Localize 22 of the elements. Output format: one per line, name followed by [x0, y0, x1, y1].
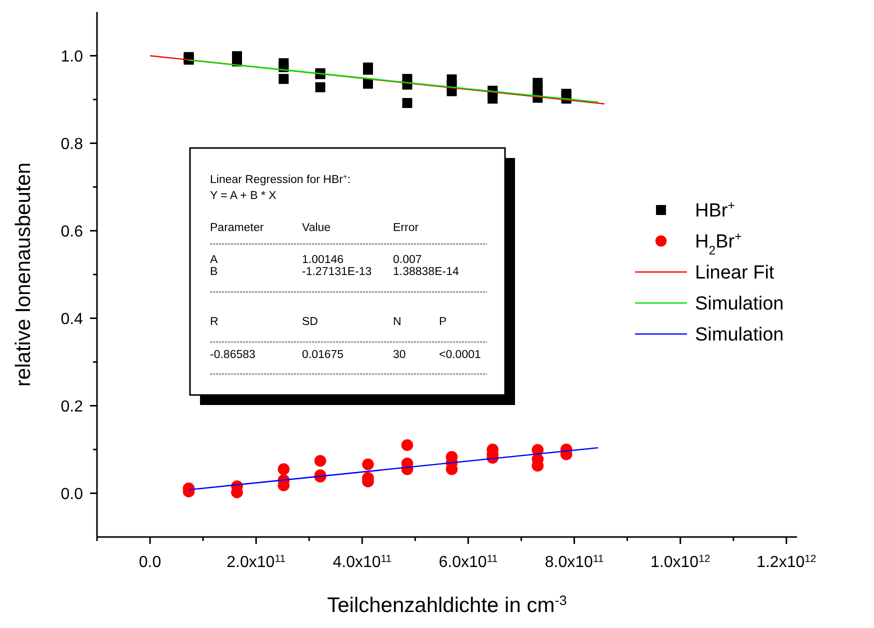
x-tick-label: 4.0x10$^{11}$ — [332, 554, 392, 571]
legend-label: Simulation — [695, 324, 784, 346]
legend-label: Linear Fit — [695, 262, 775, 284]
x-tick-label: 1.0x10$^{12}$ — [650, 554, 710, 571]
y-tick-label: 0.2 — [60, 398, 84, 416]
x-axis-title: Teilchenzahldichte in cm$^{-3}$ — [327, 592, 567, 617]
legend-label: Simulation — [695, 294, 784, 315]
annotation: Linear Regression for HBr$^{+}$: — [210, 172, 351, 186]
y-tick-label: 1.0 — [60, 48, 84, 66]
annotation: Y = A + B * X — [210, 190, 277, 202]
y-tick-label: 0.4 — [60, 310, 84, 328]
y-axis-title: relative Ionenausbeuten — [12, 162, 35, 387]
x-tick-label: 8.0x10$^{11}$ — [544, 554, 604, 571]
y-tick-label: 0.8 — [60, 136, 84, 153]
y-tick-label: 0.0 — [60, 486, 84, 503]
x-tick-label: 1.2x10$^{12}$ — [756, 554, 816, 571]
x-tick-label: 6.0x10$^{11}$ — [438, 554, 498, 571]
legend-label: H$_{2}$Br$^{+}$ — [695, 230, 742, 258]
legend-label: HBr$^{+}$ — [695, 198, 735, 222]
x-tick-label: 2.0x10$^{11}$ — [226, 554, 286, 571]
x-tick-label: 0.0 — [138, 554, 162, 571]
y-tick-label: 0.6 — [60, 223, 84, 240]
